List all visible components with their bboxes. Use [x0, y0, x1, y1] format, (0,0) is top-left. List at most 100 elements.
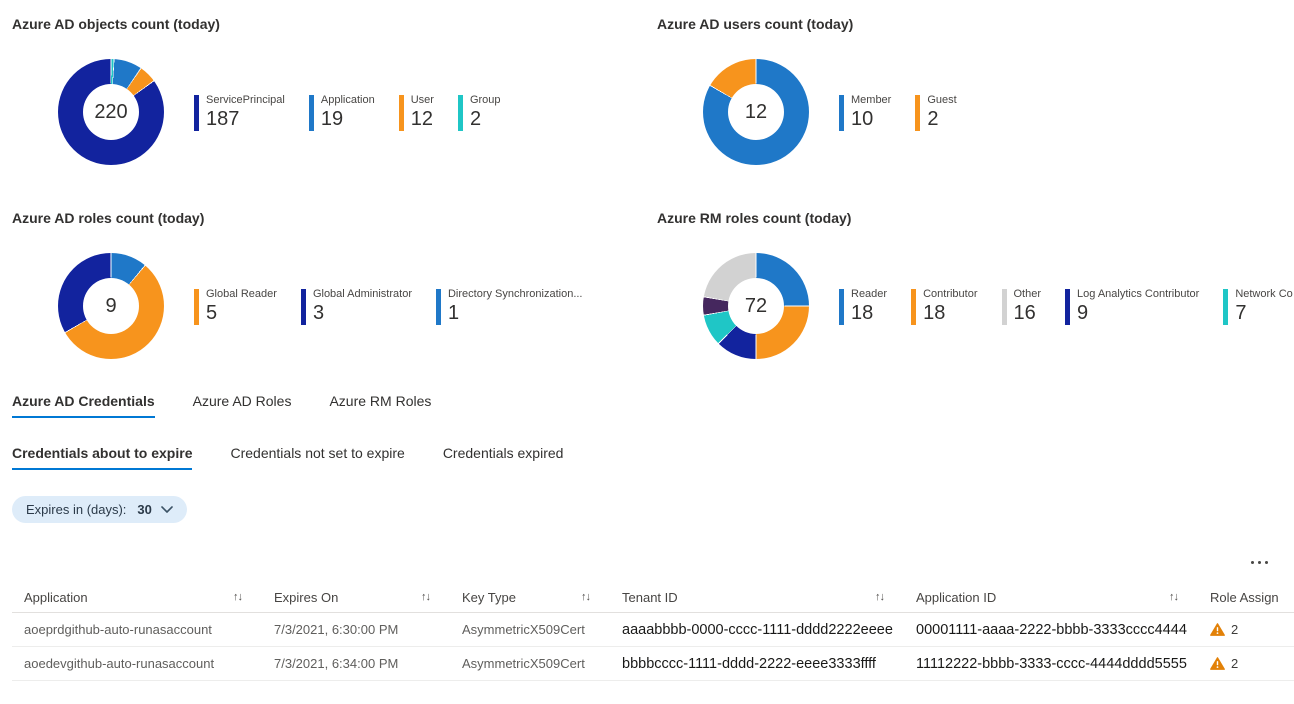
- legend-item[interactable]: User 12: [398, 93, 434, 131]
- chart-title: Azure AD roles count (today): [12, 210, 205, 226]
- cell-expires-on: 7/3/2021, 6:30:00 PM: [274, 622, 399, 637]
- column-header[interactable]: Key Type ↑↓: [450, 590, 610, 605]
- legend-item[interactable]: Other 16: [1001, 287, 1042, 325]
- legend-item[interactable]: ServicePrincipal 187: [194, 93, 285, 131]
- tab-azure-ad-roles[interactable]: Azure AD Roles: [192, 393, 292, 409]
- table-row[interactable]: aoedevgithub-auto-runasaccount 7/3/2021,…: [12, 647, 1294, 681]
- donut-total: 220: [94, 100, 128, 123]
- sort-arrows-icon: ↑↓: [421, 591, 431, 603]
- legend-swatch: [1065, 289, 1071, 325]
- warning-icon: [1210, 623, 1225, 636]
- legend-item[interactable]: Global Administrator 3: [300, 287, 412, 325]
- ellipsis-dot: [1265, 561, 1268, 564]
- legend-item[interactable]: Member 10: [839, 93, 891, 131]
- cell-role-assignments: 2: [1198, 622, 1294, 637]
- sort-arrows-icon: ↑↓: [233, 591, 243, 603]
- expires-filter-dropdown[interactable]: Expires in (days): 30: [12, 496, 187, 523]
- legend-swatch: [194, 95, 199, 131]
- legend-value: 9: [1077, 302, 1089, 324]
- cell-key-type: AsymmetricX509Cert: [462, 656, 585, 671]
- legend-label: Global Reader: [206, 288, 277, 300]
- donut-chart-block: Azure AD objects count (today) 220 Servi…: [0, 15, 645, 167]
- legend-item[interactable]: Reader 18: [839, 287, 887, 325]
- chart-title: Azure RM roles count (today): [657, 210, 852, 226]
- legend-label: ServicePrincipal: [206, 94, 285, 106]
- legend-label: Network Co: [1235, 288, 1293, 300]
- column-header[interactable]: Tenant ID ↑↓: [610, 590, 904, 605]
- tab-azure-rm-roles[interactable]: Azure RM Roles: [329, 393, 432, 409]
- donut-ring[interactable]: 220: [58, 59, 164, 165]
- cell-application: aoeprdgithub-auto-runasaccount: [24, 622, 212, 637]
- column-header[interactable]: Application ID ↑↓: [904, 590, 1198, 605]
- column-header-label: Role Assign: [1210, 589, 1279, 605]
- ellipsis-dot: [1258, 561, 1261, 564]
- column-header-label: Tenant ID: [622, 589, 678, 605]
- legend-swatch: [194, 289, 199, 325]
- column-header[interactable]: Application ↑↓: [12, 590, 262, 605]
- more-options-button[interactable]: [0, 561, 1268, 565]
- legend-swatch: [398, 95, 404, 131]
- legend-item[interactable]: Network Co 7: [1223, 287, 1293, 325]
- donut-ring[interactable]: 9: [58, 253, 164, 359]
- legend-label: Group: [469, 94, 501, 106]
- donut-chart-block: Azure AD users count (today) 12 Member 1…: [645, 15, 1294, 167]
- role-assignments-count: 2: [1231, 622, 1239, 637]
- cell-tenant-id: aaaabbbb-0000-cccc-1111-dddd2222eeee: [622, 621, 893, 638]
- expires-filter-label: Expires in (days):: [26, 502, 127, 517]
- legend-label: Global Administrator: [312, 288, 412, 300]
- cell-application-id: 00001111-aaaa-2222-bbbb-3333cccc4444: [916, 621, 1187, 638]
- chart-legend: ServicePrincipal 187 Application 19 User…: [194, 93, 645, 131]
- donut-ring[interactable]: 72: [703, 253, 809, 359]
- legend-value: 1: [447, 302, 460, 324]
- legend-value: 19: [320, 108, 344, 130]
- ellipsis-dot: [1251, 561, 1254, 564]
- legend-value: 2: [927, 108, 939, 130]
- table-row[interactable]: aoeprdgithub-auto-runasaccount 7/3/2021,…: [12, 613, 1294, 647]
- sub-tab-credentials-expired[interactable]: Credentials expired: [442, 445, 564, 461]
- tab-azure-ad-credentials[interactable]: Azure AD Credentials: [12, 393, 155, 418]
- credentials-sub-tab-bar: Credentials about to expire Credentials n…: [12, 445, 1294, 470]
- legend-item[interactable]: Global Reader 5: [194, 287, 277, 325]
- legend-label: Guest: [927, 94, 957, 106]
- legend-value: 18: [851, 302, 874, 324]
- legend-value: 5: [206, 302, 218, 324]
- sub-tab-credentials-not-set-to-expire[interactable]: Credentials not set to expire: [230, 445, 405, 461]
- legend-item[interactable]: Directory Synchronization... 1: [435, 287, 582, 325]
- column-header-label: Application ID: [916, 589, 997, 605]
- legend-value: 16: [1013, 302, 1036, 324]
- legend-label: Member: [851, 94, 892, 106]
- donut-total: 12: [744, 100, 768, 123]
- column-header-label: Key Type: [462, 589, 516, 605]
- table-body: aoeprdgithub-auto-runasaccount 7/3/2021,…: [12, 613, 1294, 681]
- legend-label: Log Analytics Contributor: [1077, 288, 1200, 300]
- donut-ring[interactable]: 12: [703, 59, 809, 165]
- legend-item[interactable]: Guest 2: [915, 93, 957, 131]
- legend-value: 18: [923, 302, 946, 324]
- charts-grid: Azure AD objects count (today) 220 Servi…: [0, 15, 1294, 359]
- legend-item[interactable]: Log Analytics Contributor 9: [1065, 287, 1199, 325]
- legend-value: 12: [410, 108, 433, 130]
- legend-item[interactable]: Application 19: [308, 93, 375, 131]
- chevron-down-icon: [161, 506, 173, 513]
- role-assignments-count: 2: [1231, 656, 1239, 671]
- column-header[interactable]: Expires On ↑↓: [262, 590, 450, 605]
- sort-arrows-icon: ↑↓: [1169, 591, 1179, 603]
- column-header[interactable]: Role Assign: [1198, 590, 1294, 605]
- column-header-label: Application: [24, 589, 88, 605]
- column-header-label: Expires On: [274, 589, 339, 605]
- legend-value: 10: [851, 108, 874, 130]
- legend-label: Application: [320, 94, 375, 106]
- table-header-row: Application ↑↓ Expires On ↑↓ Key Type ↑↓…: [12, 582, 1294, 613]
- legend-item[interactable]: Contributor 18: [911, 287, 978, 325]
- sub-tab-credentials-about-to-expire[interactable]: Credentials about to expire: [12, 445, 193, 470]
- chart-legend: Member 10 Guest 2: [839, 93, 1294, 131]
- legend-swatch: [839, 95, 844, 131]
- legend-item[interactable]: Group 2: [457, 93, 501, 131]
- credentials-table: Application ↑↓ Expires On ↑↓ Key Type ↑↓…: [12, 582, 1294, 681]
- workbook-dashboard: Azure AD objects count (today) 220 Servi…: [0, 15, 1294, 681]
- legend-swatch: [308, 95, 314, 131]
- cell-key-type: AsymmetricX509Cert: [462, 622, 585, 637]
- legend-label: Other: [1013, 288, 1042, 300]
- legend-value: 187: [206, 108, 240, 130]
- sort-arrows-icon: ↑↓: [581, 591, 591, 603]
